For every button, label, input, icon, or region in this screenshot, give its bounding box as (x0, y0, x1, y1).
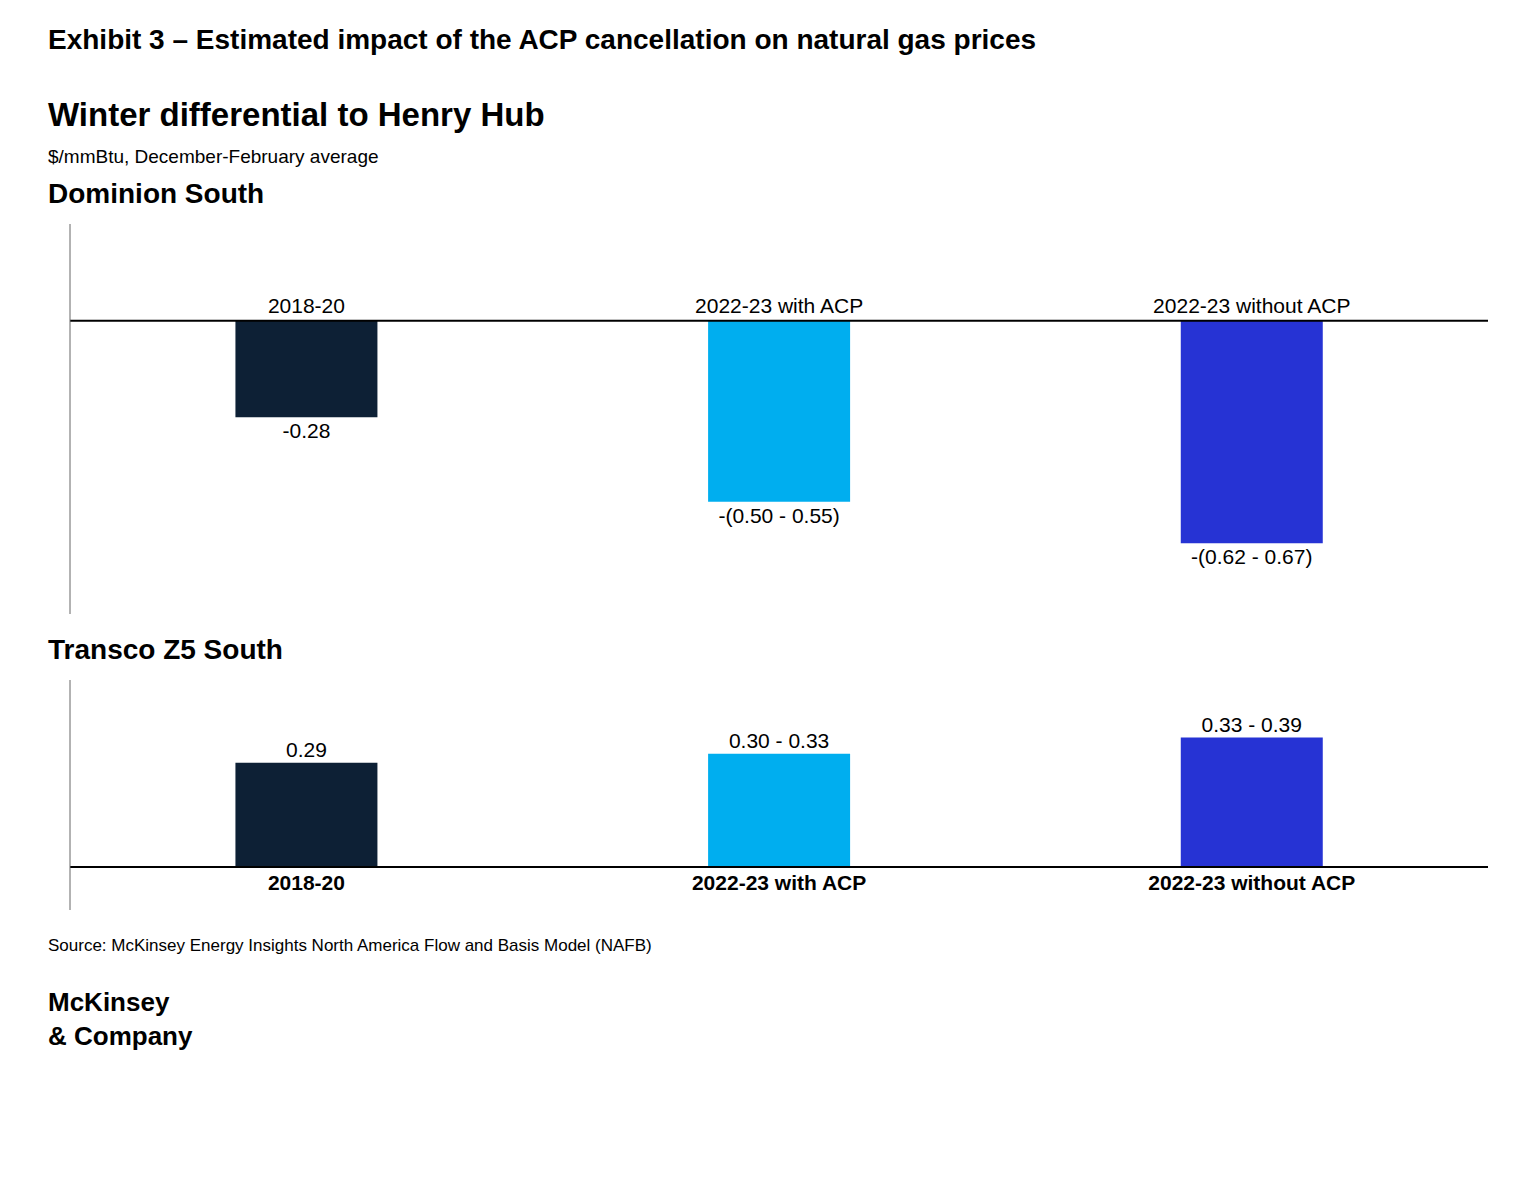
svg-text:0.29: 0.29 (286, 738, 327, 761)
html-text:Transco Z5 South: Transco Z5 South (48, 634, 283, 665)
html-text:$/mmBtu, December-February ave: $/mmBtu, December-February average (48, 146, 379, 167)
html-text:Source: McKinsey Energy Insigh: Source: McKinsey Energy Insights North A… (48, 936, 652, 955)
svg-text:-0.28: -0.28 (282, 419, 330, 442)
svg-text:2022-23 with ACP: 2022-23 with ACP (692, 871, 866, 894)
svg-text:2022-23 with ACP: 2022-23 with ACP (695, 294, 863, 317)
svg-text:2022-23 without ACP: 2022-23 without ACP (1153, 294, 1350, 317)
svg-text:2018-20: 2018-20 (268, 294, 345, 317)
svg-text:-(0.62 - 0.67): -(0.62 - 0.67) (1191, 545, 1312, 568)
svg-text:2022-23 without ACP: 2022-23 without ACP (1148, 871, 1355, 894)
html-text:McKinsey & Company: McKinsey & Company (48, 987, 193, 1051)
svg-text:-(0.50 - 0.55): -(0.50 - 0.55) (718, 504, 839, 527)
html-text:Winter differential to Henry H: Winter differential to Henry Hub (48, 96, 545, 133)
svg-text:2018-20: 2018-20 (268, 871, 345, 894)
html-text:Dominion South: Dominion South (48, 178, 265, 209)
svg-text:0.30 - 0.33: 0.30 - 0.33 (729, 729, 829, 752)
svg-text:0.33 - 0.39: 0.33 - 0.39 (1202, 713, 1302, 736)
html-text:Exhibit 3 – Estimated impact o: Exhibit 3 – Estimated impact of the ACP … (48, 24, 1036, 55)
